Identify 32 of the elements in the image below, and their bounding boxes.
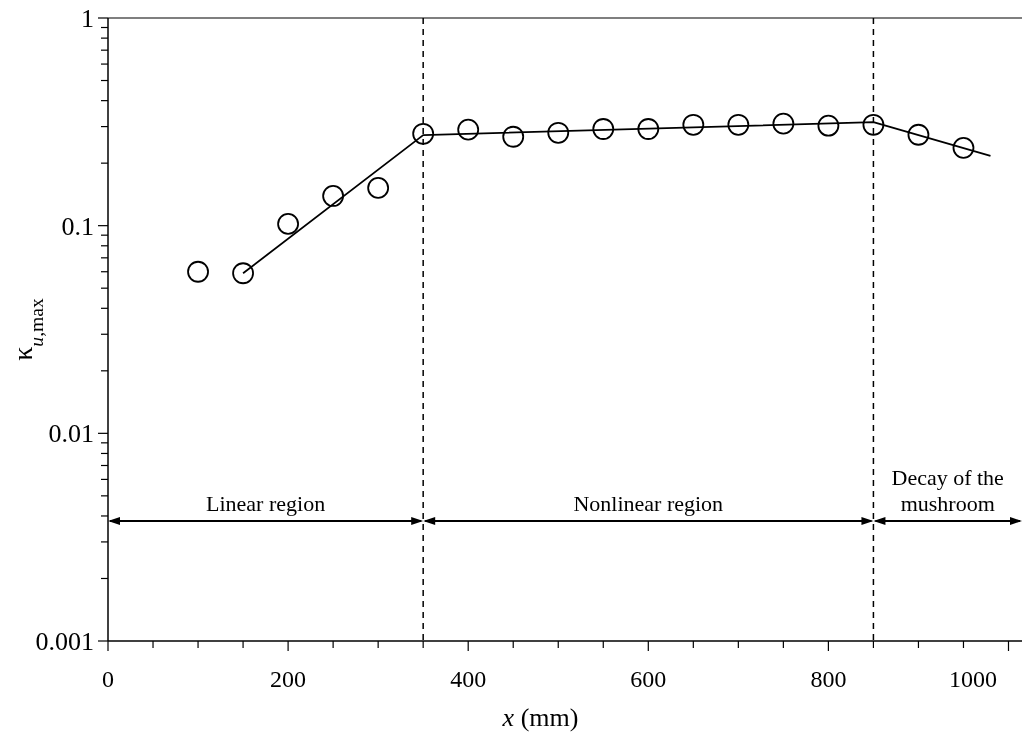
point <box>187 260 209 283</box>
y-tick-label: 0.001 <box>35 627 94 656</box>
point <box>547 121 570 144</box>
point <box>322 185 345 207</box>
x-tick-label: 800 <box>810 666 847 692</box>
point <box>952 136 975 159</box>
point <box>862 113 885 136</box>
y-tick-label: 0.1 <box>61 211 94 241</box>
x-axis-title: x (mm) <box>501 703 579 732</box>
point <box>682 113 705 136</box>
y-tick-label: 0.01 <box>48 419 94 449</box>
point <box>277 212 299 235</box>
point <box>637 118 660 140</box>
x-tick-label: 200 <box>270 666 307 692</box>
x-tick-label: 600 <box>630 666 667 692</box>
point <box>457 118 480 141</box>
x-tick-label: 0 <box>102 666 114 692</box>
annotation: Nonlinear region <box>573 491 724 516</box>
x-tick-label: 400 <box>450 666 487 692</box>
point <box>817 114 840 137</box>
y-tick-label: 1 <box>81 4 94 33</box>
point <box>232 262 254 285</box>
point <box>772 112 795 135</box>
point <box>592 118 615 140</box>
annotation: Decay of the mushroom <box>891 465 1004 516</box>
point <box>412 122 435 145</box>
annotation: Linear region <box>206 491 326 516</box>
point <box>367 177 390 199</box>
point <box>502 125 525 148</box>
point <box>907 123 930 146</box>
point <box>727 113 750 136</box>
x-tick-label: 1000 <box>949 666 997 692</box>
